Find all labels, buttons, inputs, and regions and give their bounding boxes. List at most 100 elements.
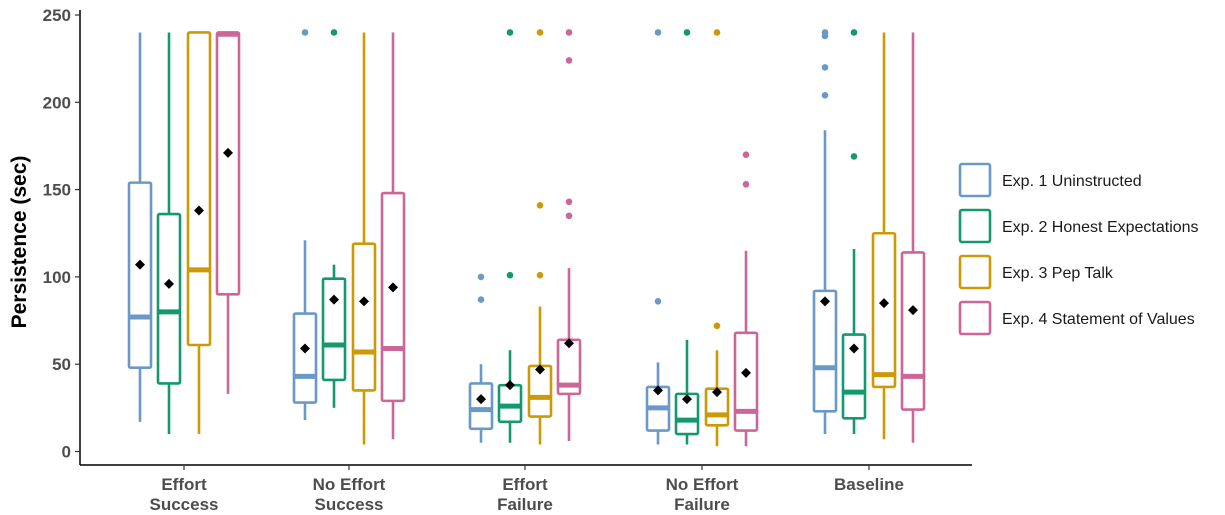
iqr-box [351, 242, 377, 392]
x-category-label: Effort Success [150, 475, 219, 514]
outlier-point [713, 29, 721, 36]
iqr-box [156, 212, 182, 385]
mean-marker [535, 364, 545, 375]
outlier-point [713, 322, 721, 330]
iqr-box [321, 277, 347, 382]
iqr-box [841, 333, 867, 420]
iqr-box [215, 31, 241, 296]
y-axis-title: Persistence (sec) [8, 156, 31, 329]
box-group [321, 29, 347, 408]
legend-label: Exp. 1 Uninstructed [1002, 173, 1142, 190]
outlier-point [477, 273, 485, 281]
outlier-point [565, 57, 573, 64]
y-tick-label: 100 [43, 268, 71, 287]
outlier-point [821, 29, 829, 36]
box-group [527, 29, 553, 445]
box-group [733, 151, 759, 447]
mean-marker [505, 380, 515, 391]
outlier-point [536, 29, 544, 36]
box-group [674, 29, 700, 445]
outlier-point [565, 29, 573, 36]
outlier-point [742, 181, 750, 188]
y-tick-label: 50 [52, 355, 71, 374]
y-tick-label: 250 [43, 6, 71, 25]
box-group [292, 29, 318, 421]
legend-item: Exp. 4 Statement of Values [958, 300, 1195, 336]
box-group [900, 32, 926, 443]
box-group [156, 32, 182, 435]
mean-marker [682, 394, 692, 405]
outlier-point [565, 212, 573, 220]
legend-swatch [958, 162, 992, 198]
box-group [468, 273, 494, 443]
iqr-box [497, 383, 523, 424]
outlier-point [477, 296, 485, 303]
legend-swatch [958, 254, 992, 290]
iqr-box [186, 31, 212, 347]
x-category-label: No Effort Success [313, 475, 386, 514]
box-group [812, 29, 838, 435]
iqr-box [380, 191, 406, 403]
iqr-box [292, 312, 318, 404]
mean-marker [300, 343, 310, 354]
mean-marker [820, 296, 830, 307]
outlier-point [654, 29, 662, 36]
box-group [841, 29, 867, 435]
legend-item: Exp. 1 Uninstructed [958, 162, 1142, 198]
y-tick-label: 150 [43, 181, 71, 200]
legend-swatch [958, 300, 992, 336]
mean-marker [879, 298, 889, 309]
legend: Exp. 1 Uninstructed Exp. 2 Honest Expecta… [958, 162, 1199, 336]
legend-label: Exp. 4 Statement of Values [1002, 311, 1195, 328]
mean-marker [741, 367, 751, 378]
mean-marker [712, 387, 722, 398]
legend-swatch [958, 208, 992, 244]
outlier-point [536, 271, 544, 279]
iqr-box [127, 181, 153, 369]
mean-marker [223, 147, 233, 158]
box-group [215, 31, 241, 394]
mean-marker [135, 259, 145, 270]
y-tick-label: 200 [43, 93, 71, 112]
outlier-point [330, 29, 338, 36]
mean-marker [849, 343, 859, 354]
mean-marker [359, 296, 369, 307]
box-group [704, 29, 730, 447]
iqr-box [812, 289, 838, 413]
box-group [127, 32, 153, 422]
mean-marker [164, 278, 174, 289]
legend-item: Exp. 2 Honest Expectations [958, 208, 1199, 244]
iqr-box [900, 251, 926, 411]
legend-item: Exp. 3 Pep Talk [958, 254, 1114, 290]
outlier-point [565, 198, 573, 206]
x-category-label: No Effort Failure [666, 475, 739, 514]
outlier-point [742, 151, 750, 158]
outlier-point [821, 64, 829, 71]
outlier-point [683, 29, 691, 36]
box-group [871, 32, 897, 440]
mean-marker [329, 294, 339, 305]
box-group [556, 29, 582, 442]
outlier-point [850, 29, 858, 36]
legend-label: Exp. 3 Pep Talk [1002, 265, 1114, 282]
outlier-point [821, 92, 829, 99]
box-group [645, 29, 671, 445]
x-category-label: Baseline [834, 475, 904, 494]
outlier-point [850, 153, 858, 160]
iqr-box [871, 231, 897, 389]
outlier-point [654, 298, 662, 305]
iqr-box [733, 331, 759, 432]
mean-marker [476, 394, 486, 405]
mean-marker [194, 205, 204, 216]
outlier-point [506, 271, 514, 279]
y-tick-label: 0 [62, 443, 71, 462]
x-category-label: Effort Failure [497, 475, 553, 514]
legend-label: Exp. 2 Honest Expectations [1002, 219, 1199, 236]
box-group [351, 32, 377, 445]
box-group [186, 31, 212, 435]
box-group [380, 32, 406, 440]
box-group [497, 29, 523, 443]
axes: 0 50 100 150 200 250 Effort Success No Effort Suc… [43, 6, 972, 514]
mean-marker [908, 305, 918, 316]
